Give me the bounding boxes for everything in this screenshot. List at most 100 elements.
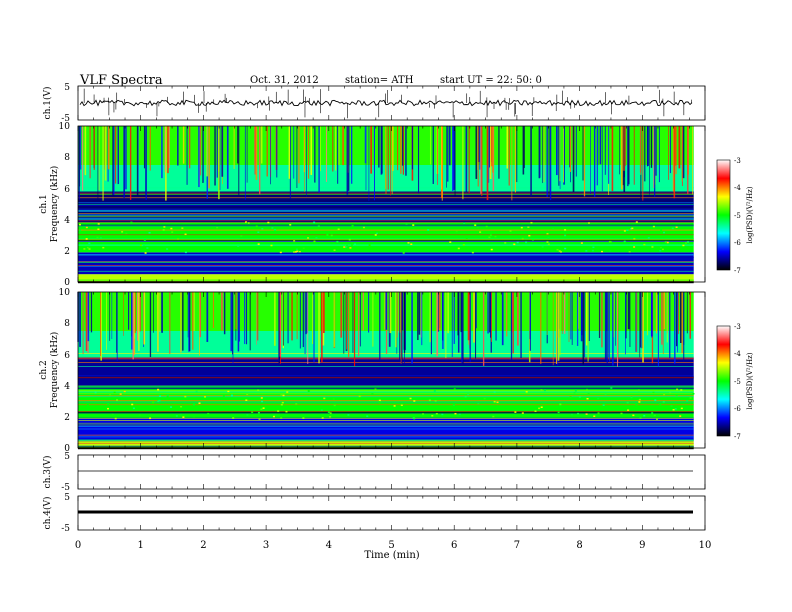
spectrogram-speckle	[323, 397, 326, 400]
spectrogram-speckle	[490, 248, 493, 251]
spectrogram-speckle	[230, 394, 233, 397]
spectrogram-speckle	[464, 395, 467, 398]
spectrogram-speckle	[97, 223, 100, 225]
ch2-colorbar: -3 -4 -5 -6 -7 log(PSD)(V²/Hz)	[716, 323, 754, 441]
spectrogram-speckle	[148, 232, 151, 234]
spectrogram-band	[78, 357, 694, 386]
spectrogram-speckle	[146, 247, 149, 249]
spectrogram-speckle	[344, 246, 347, 248]
spectrogram-speckle	[94, 391, 97, 394]
spectrogram-speckle	[371, 393, 374, 395]
x-tick-label: 3	[263, 540, 269, 551]
spectrogram-speckle	[149, 417, 152, 420]
spectrogram-speckle	[216, 226, 219, 229]
spectrogram-speckle	[458, 413, 461, 416]
spectrogram-speckle	[313, 221, 316, 224]
spectrogram-speckle	[227, 390, 230, 393]
spectrogram-speckle	[184, 395, 187, 398]
spectrogram-speckle	[592, 246, 595, 249]
spectrogram-speckle	[170, 406, 173, 408]
spectrogram-speckle	[280, 417, 283, 419]
spectrogram-speckle	[689, 397, 692, 399]
spectrogram-speckle	[351, 224, 354, 227]
spectrogram-speckle	[255, 225, 258, 227]
spectrogram-speckle	[123, 390, 126, 393]
spectrogram-speckle	[520, 226, 523, 229]
spectrogram-speckle	[531, 238, 534, 241]
ch1-ytick-10: 10	[59, 122, 71, 132]
spectrogram-speckle	[453, 388, 456, 390]
spectrogram-speckle	[483, 397, 486, 400]
ch3-waveform-panel: 5 -5 ch.3(V)	[42, 452, 706, 493]
spectrogram-speckle	[354, 243, 357, 246]
ch1-colorbar-bar	[716, 159, 731, 271]
spectrogram-speckle	[281, 401, 284, 404]
spectrogram-speckle	[471, 251, 474, 254]
spectrogram-speckle	[659, 250, 662, 252]
spectrogram-speckle	[573, 392, 576, 394]
spectrogram-speckle	[257, 389, 260, 392]
spectrogram-speckle	[660, 229, 663, 232]
ch1-spectrogram-yticks: 0 2 4 6 8 10	[59, 122, 71, 288]
spectrogram-speckle	[686, 400, 689, 402]
spectrogram-speckle	[366, 415, 369, 417]
spectrogram-speckle	[679, 415, 682, 417]
spectrogram-speckle	[635, 221, 638, 223]
spectrogram-speckle	[237, 245, 240, 247]
spectrogram-speckle	[393, 407, 396, 410]
spectrogram-speckle	[152, 401, 155, 404]
spectrogram-speckle	[597, 397, 600, 400]
ch1-cbtick-5: -7	[734, 267, 741, 275]
spectrogram-speckle	[332, 398, 335, 400]
spectrogram-speckle	[282, 394, 285, 397]
spectrogram-speckle	[195, 390, 198, 393]
ch3-ylabel: ch.3(V)	[42, 456, 53, 489]
spectrogram-speckle	[479, 231, 482, 233]
spectrogram-speckle	[600, 250, 603, 253]
spectrogram-speckle	[570, 413, 573, 416]
x-tick-label: 6	[451, 540, 457, 551]
spectrogram-speckle	[262, 407, 265, 409]
ch2-colorbar-label: log(PSD)(V²/Hz)	[746, 352, 754, 409]
spectrogram-speckle	[78, 229, 81, 232]
spectrogram-speckle	[293, 251, 296, 253]
spectrogram-speckle	[680, 407, 683, 410]
spectrogram-speckle	[102, 246, 105, 249]
x-tick-label: 5	[388, 540, 394, 551]
spectrogram-speckle	[78, 223, 81, 226]
spectrogram-speckle	[489, 234, 492, 237]
spectrogram-speckle	[192, 403, 195, 406]
spectrogram-speckle	[465, 237, 468, 240]
spectrogram-speckle	[302, 247, 305, 250]
ch2-ytick-10: 10	[59, 288, 71, 298]
spectrogram-speckle	[659, 246, 662, 249]
spectrogram-speckle	[245, 399, 248, 401]
spectrogram-speckle	[141, 244, 144, 247]
spectrogram-speckle	[257, 411, 260, 414]
spectrogram-speckle	[347, 414, 350, 416]
spectrogram-speckle	[358, 395, 361, 398]
ch2-cbtick-1: -3	[734, 323, 741, 331]
ch2-spectrogram-image	[77, 292, 705, 450]
spectrogram-speckle	[182, 416, 185, 418]
spectrogram-speckle	[125, 232, 128, 235]
spectrogram-speckle	[528, 234, 531, 237]
spectrogram-speckle	[375, 232, 378, 235]
spectrogram-speckle	[602, 404, 605, 406]
spectrogram-speckle	[279, 251, 282, 254]
spectrogram-speckle	[171, 231, 174, 233]
spectrogram-speckle	[184, 251, 187, 254]
spectrogram-speckle	[593, 415, 596, 417]
spectrogram-speckle	[85, 238, 88, 240]
spectrogram-speckle	[336, 240, 339, 243]
spectrogram-speckle	[643, 243, 646, 246]
spectrogram-speckle	[638, 401, 641, 403]
spectrogram-speckle	[166, 248, 169, 250]
ch2-spectrogram-yticks: 0 2 4 6 8 10	[59, 288, 71, 454]
spectrogram-speckle	[162, 229, 165, 231]
spectrogram-speckle	[113, 391, 116, 394]
spectrogram-speckle	[521, 237, 524, 240]
spectrogram-speckle	[320, 409, 323, 411]
spectrogram-speckle	[527, 226, 530, 229]
date-label: Oct. 31, 2012	[250, 75, 319, 86]
